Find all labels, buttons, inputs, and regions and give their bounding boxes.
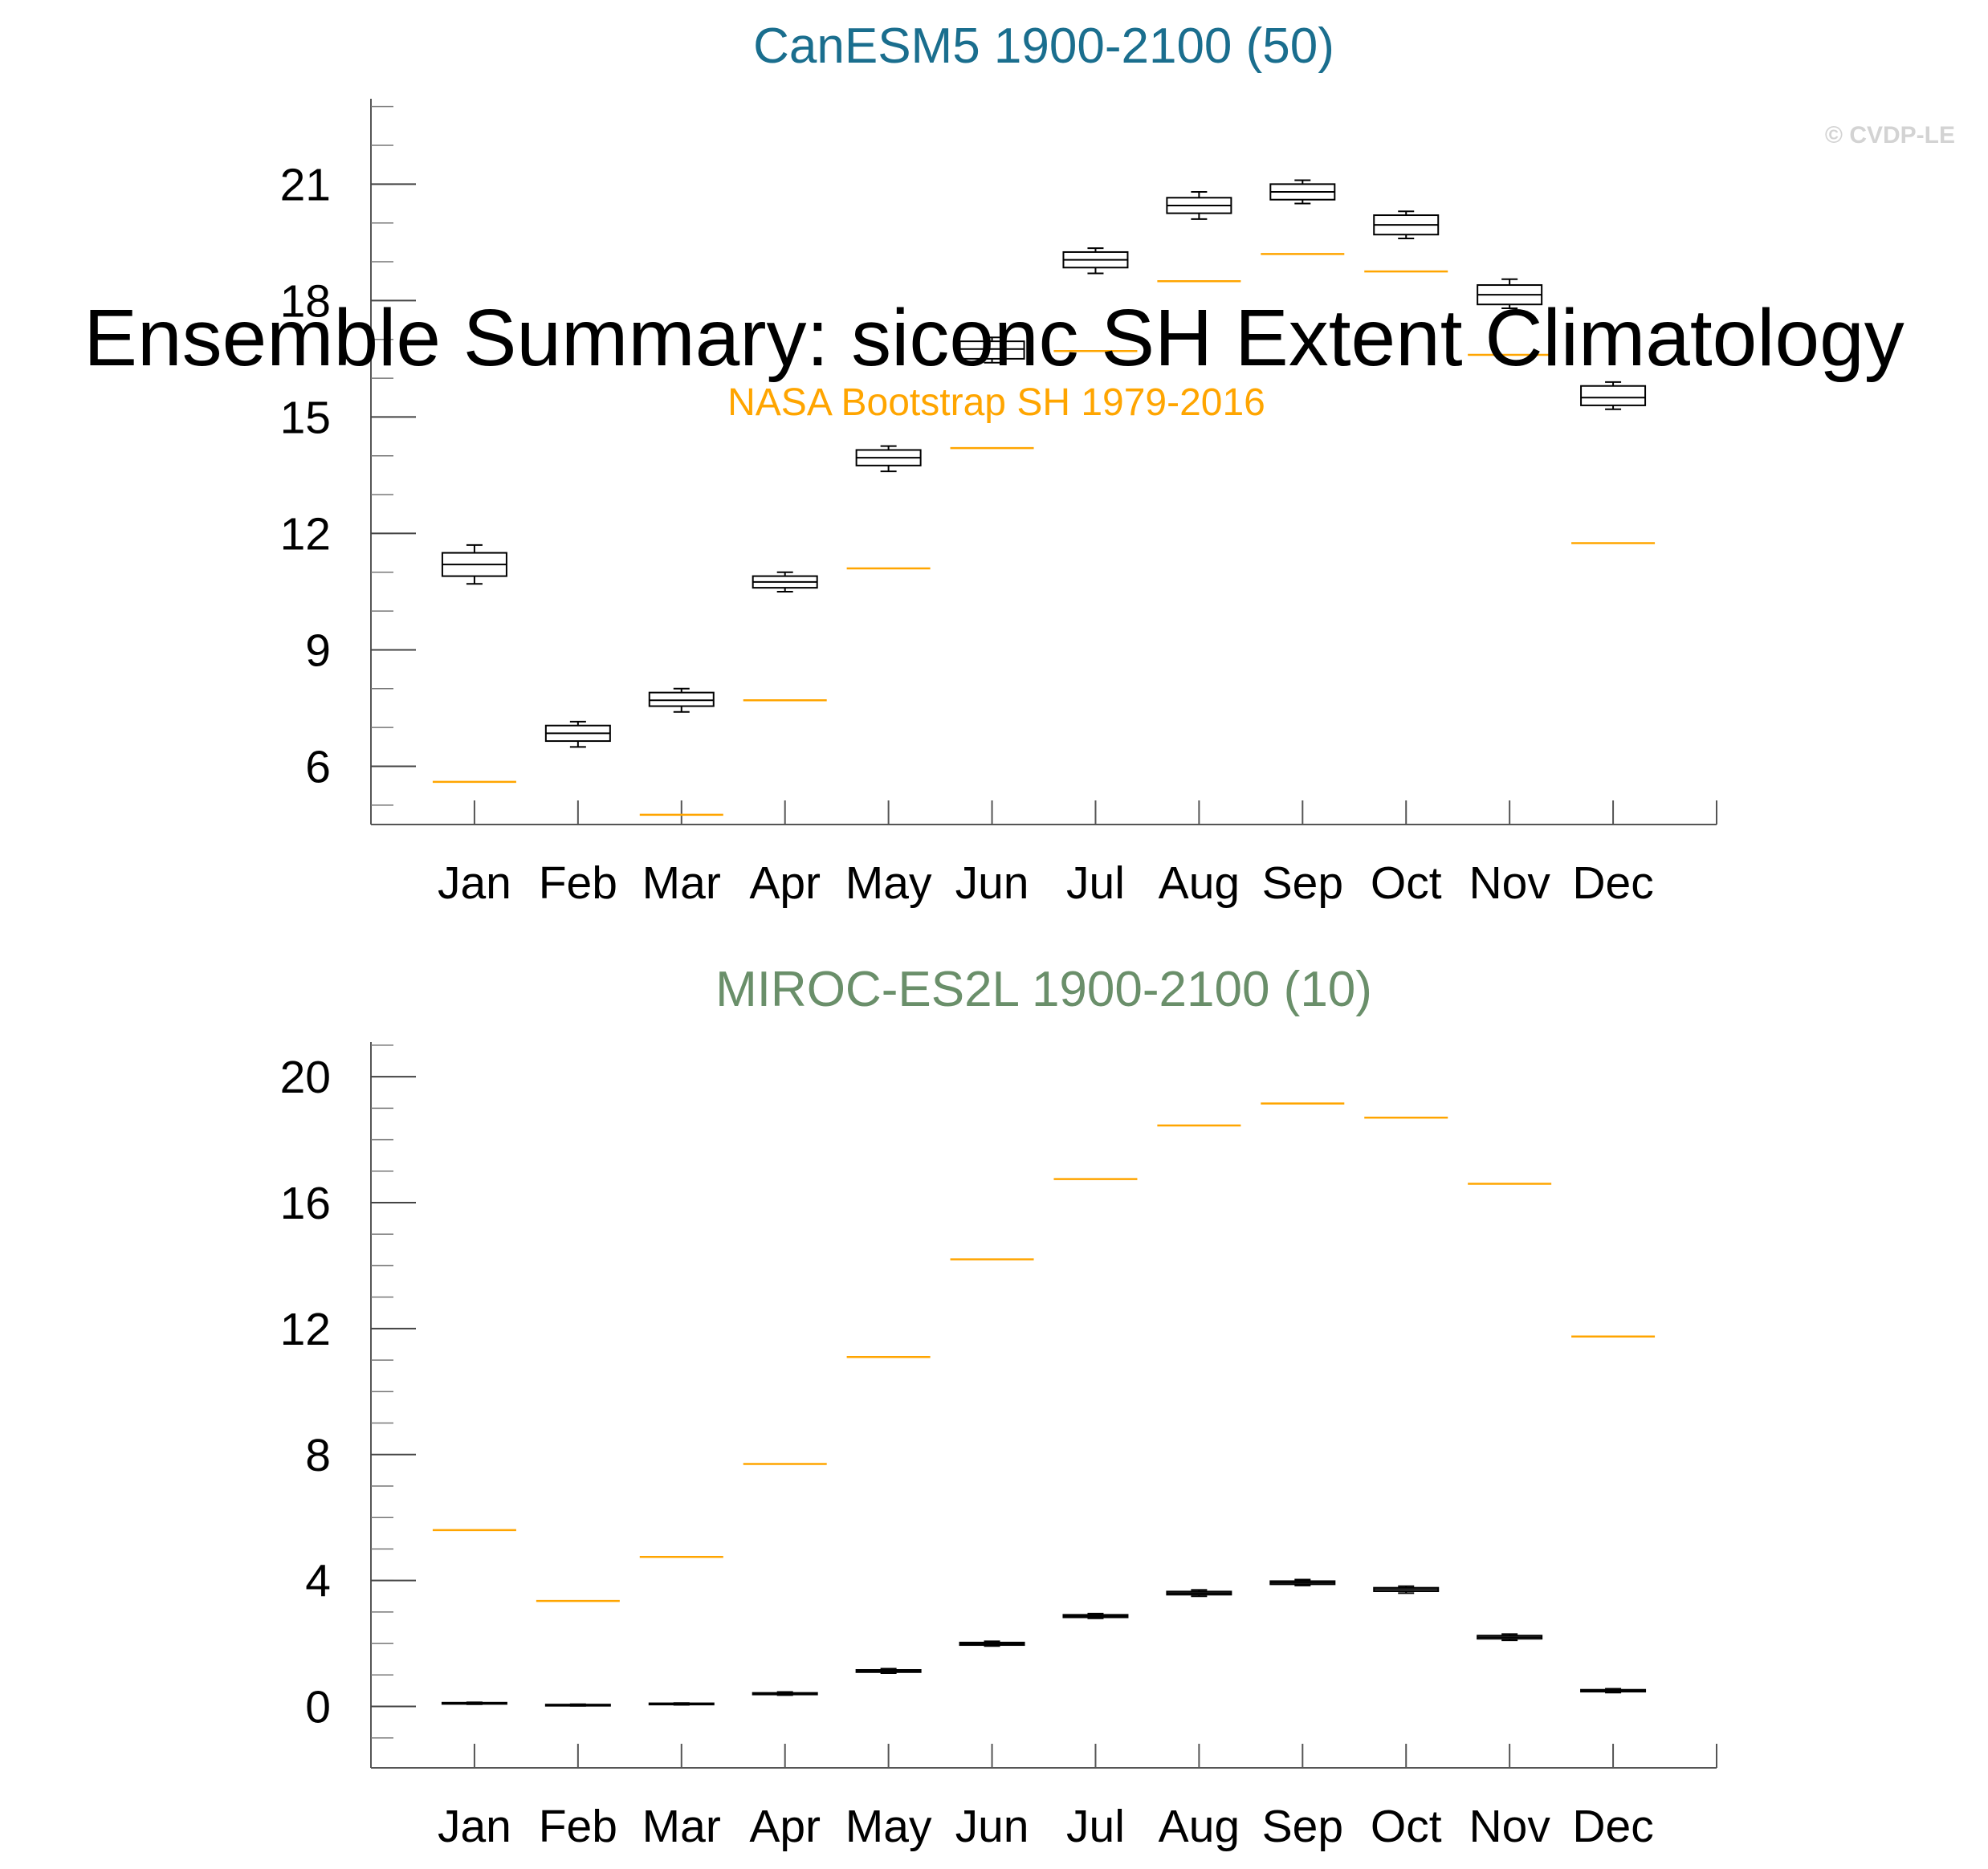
- iqr-box: [959, 340, 1025, 360]
- ensemble-box-feb: [544, 1703, 611, 1707]
- panel-title: CanESM5 1900-2100 (50): [753, 18, 1334, 74]
- x-tick-label: Nov: [1469, 1801, 1550, 1852]
- x-tick-label: Jul: [1066, 857, 1125, 909]
- ensemble-box-may: [855, 1667, 922, 1674]
- y-tick-label: 18: [280, 275, 331, 327]
- ensemble-box-jan: [441, 1701, 507, 1705]
- x-tick-label: Aug: [1159, 857, 1240, 909]
- x-tick-label: Sep: [1262, 857, 1343, 909]
- plot-area: 6 9 12 15 18 21 Jan Feb Mar Apr May Jun Jul Aug Sep Oct…: [280, 99, 1717, 909]
- y-tick-label: 0: [305, 1682, 331, 1733]
- ensemble-box-mar: [648, 687, 715, 713]
- panel-title: MIROC-ES2L 1900-2100 (10): [715, 962, 1372, 1017]
- x-tick-label: Dec: [1572, 1801, 1653, 1852]
- iqr-box: [1580, 385, 1647, 406]
- y-tick-label: 4: [305, 1556, 331, 1607]
- ensemble-box-dec: [1580, 381, 1647, 410]
- y-tick-label: 9: [305, 625, 331, 676]
- x-tick-label: Jan: [438, 1801, 511, 1852]
- ensemble-box-jun: [959, 1640, 1025, 1647]
- plot-area: 0 4 8 12 16 20 Jan Feb Mar Apr May Jun Jul Aug Sep Oct N…: [280, 1042, 1717, 1852]
- x-tick-label: Aug: [1159, 1801, 1240, 1852]
- panel-canesm5: CanESM5 1900-2100 (50) © CVDP-LE 6 9 12 15 1…: [280, 18, 1955, 909]
- ensemble-box-feb: [544, 720, 611, 748]
- ensemble-box-apr: [752, 1691, 818, 1696]
- ensemble-box-aug: [1166, 1589, 1232, 1598]
- x-tick-label: Mar: [642, 1801, 721, 1852]
- x-tick-label: Oct: [1371, 1801, 1442, 1852]
- ensemble-box-jan: [441, 544, 507, 585]
- x-tick-label: Jan: [438, 857, 511, 909]
- x-tick-label: Dec: [1572, 857, 1653, 909]
- y-tick-label: 15: [280, 392, 331, 443]
- panel-miroc-es2l: MIROC-ES2L 1900-2100 (10) 0 4 8 12 16 20 Jan Fe…: [280, 962, 1717, 1852]
- x-tick-label: Feb: [539, 1801, 617, 1852]
- x-tick-label: Nov: [1469, 857, 1550, 909]
- y-tick-label: 16: [280, 1178, 331, 1229]
- ensemble-box-mar: [648, 1702, 715, 1706]
- ensemble-box-nov: [1477, 1633, 1543, 1642]
- ensemble-box-sep: [1269, 179, 1336, 205]
- iqr-box: [648, 691, 715, 707]
- y-tick-label: 8: [305, 1430, 331, 1481]
- copyright-text: © CVDP-LE: [1825, 122, 1955, 149]
- ensemble-box-nov: [1477, 278, 1543, 310]
- x-tick-label: Jul: [1066, 1801, 1125, 1852]
- ensemble-box-jul: [1062, 247, 1129, 275]
- ensemble-box-aug: [1166, 191, 1232, 220]
- x-tick-label: May: [845, 857, 932, 909]
- y-tick-label: 6: [305, 741, 331, 792]
- ensemble-box-oct: [1373, 1585, 1440, 1594]
- y-tick-label: 20: [280, 1052, 331, 1103]
- ensemble-box-may: [855, 445, 922, 473]
- ensemble-box-apr: [752, 571, 818, 592]
- x-tick-label: Feb: [539, 857, 617, 909]
- y-tick-label: 12: [280, 1304, 331, 1355]
- ensemble-box-dec: [1580, 1688, 1647, 1694]
- x-tick-label: Oct: [1371, 857, 1442, 909]
- x-tick-label: Apr: [749, 857, 821, 909]
- x-tick-label: Sep: [1262, 1801, 1343, 1852]
- x-tick-label: Mar: [642, 857, 721, 909]
- ensemble-box-jun: [959, 336, 1025, 364]
- ensemble-box-sep: [1269, 1578, 1336, 1586]
- observations-subtitle: NASA Bootstrap SH 1979-2016: [727, 381, 1265, 424]
- x-tick-label: Apr: [749, 1801, 821, 1852]
- x-tick-label: Jun: [955, 1801, 1029, 1852]
- y-tick-label: 21: [280, 159, 331, 210]
- ensemble-box-jul: [1062, 1612, 1129, 1619]
- main-title: Ensemble Summary: siconc SH Extent Clima…: [84, 293, 1904, 383]
- ensemble-box-oct: [1373, 210, 1440, 240]
- x-tick-label: May: [845, 1801, 932, 1852]
- x-tick-label: Jun: [955, 857, 1029, 909]
- y-tick-label: 12: [280, 508, 331, 560]
